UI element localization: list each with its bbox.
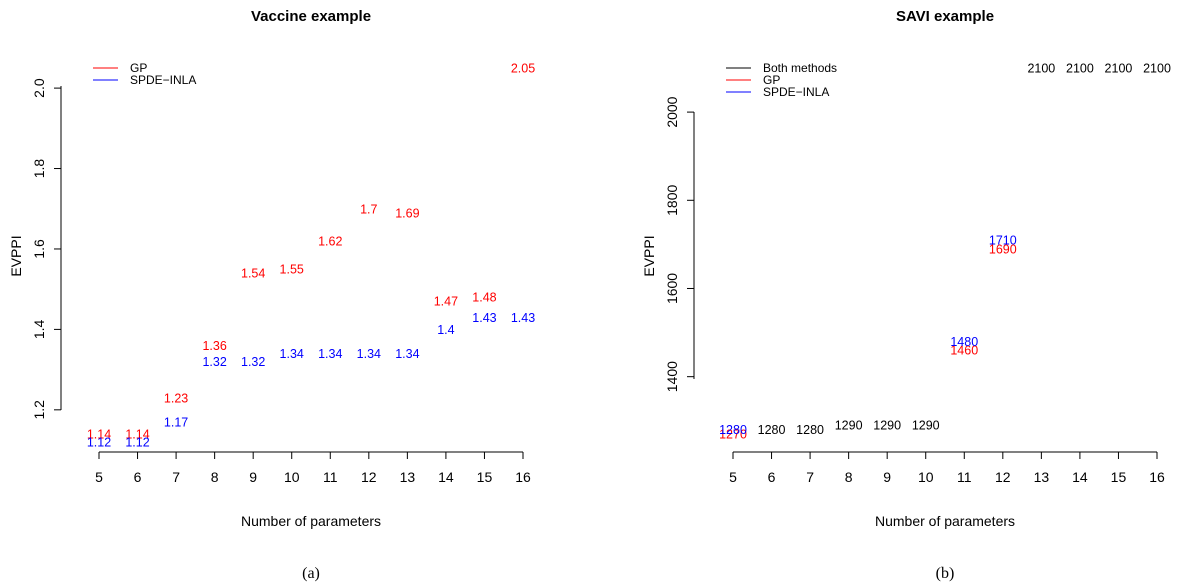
x-tick-label: 12 [361,469,377,485]
x-tick-label: 9 [883,469,891,485]
data-label: 1460 [950,344,978,358]
x-tick-label: 6 [768,469,776,485]
x-tick-label: 9 [249,469,257,485]
y-tick-label: 1600 [664,273,680,304]
data-label: 1.36 [202,339,226,353]
y-tick-label: 1400 [664,361,680,392]
x-tick-label: 13 [1034,469,1050,485]
y-tick-label: 1.8 [31,159,47,179]
data-label: 2100 [1027,62,1055,76]
legend-label: Both methods [763,61,837,75]
data-label: 1.12 [87,436,111,450]
data-label: 1290 [873,419,901,433]
x-tick-label: 5 [95,469,103,485]
y-axis-label: EVPPI [641,235,657,276]
legend-label: GP [763,73,780,87]
x-tick-label: 16 [1149,469,1165,485]
data-label: 1270 [719,428,747,442]
data-label: 1.14 [125,427,149,441]
x-tick-label: 10 [918,469,934,485]
caption: (a) [302,565,320,582]
x-tick-label: 6 [134,469,142,485]
vaccine-chart: Vaccine example Number of parameters EVP… [8,8,535,582]
legend-label: SPDE−INLA [130,73,196,87]
x-axis-label: Number of parameters [241,513,381,529]
data-label: 1280 [796,423,824,437]
data-label: 1.55 [280,263,304,277]
data-label: 1.23 [164,391,188,405]
y-ticks: 1400 1600 1800 2000 [664,96,694,392]
x-tick-label: 15 [1111,469,1127,485]
y-axis-label: EVPPI [8,235,24,276]
data-label: 1.14 [87,427,111,441]
x-tick-label: 12 [995,469,1011,485]
y-tick-label: 1.2 [31,400,47,420]
data-label: 1.32 [241,355,265,369]
x-tick-label: 11 [323,469,338,485]
x-tick-label: 11 [957,469,972,485]
y-tick-label: 1.6 [31,239,47,259]
x-tick-label: 15 [477,469,493,485]
y-ticks: 1.2 1.4 1.6 1.8 2.0 [31,78,61,420]
data-label: 1.34 [318,347,342,361]
x-ticks: 5 6 7 8 9 10 11 12 13 14 15 16 [729,452,1165,485]
y-tick-label: 2000 [664,96,680,127]
x-ticks: 5 6 7 8 9 10 11 12 13 14 15 16 [95,452,531,485]
data-label: 1.12 [125,436,149,450]
data-label: 1.43 [472,311,496,325]
data-label: 2.05 [511,62,535,76]
chart-title: SAVI example [896,8,994,25]
data-labels: 1.14 1.14 1.23 1.36 1.54 1.55 1.62 1.7 1.69 1.47 1… [87,62,535,450]
data-label: 1.4 [437,323,454,337]
data-label: 1.34 [280,347,304,361]
data-label: 1.54 [241,267,265,281]
data-label: 1.43 [511,311,535,325]
data-label: 1.7 [360,202,377,216]
data-label: 1280 [758,423,786,437]
data-label: 1710 [989,233,1017,247]
data-label: 1280 [719,423,747,437]
x-tick-label: 8 [845,469,853,485]
legend-label: GP [130,61,147,75]
data-label: 1690 [989,242,1017,256]
savi-chart: SAVI example Number of parameters EVPPI … [641,8,1171,582]
data-label: 1.34 [357,347,381,361]
data-label: 1290 [912,419,940,433]
x-tick-label: 7 [172,469,180,485]
y-tick-label: 1800 [664,185,680,216]
x-tick-label: 16 [515,469,531,485]
legend-label: SPDE−INLA [763,85,829,99]
chart-title: Vaccine example [251,8,371,25]
data-label: 1.48 [472,291,496,305]
caption: (b) [936,565,955,582]
x-axis-label: Number of parameters [875,513,1015,529]
data-labels: 1280 1280 1290 1290 1290 2100 2100 2100 2100 1270… [719,62,1171,442]
data-label: 1.32 [202,355,226,369]
x-tick-label: 8 [211,469,219,485]
x-tick-label: 10 [284,469,300,485]
data-label: 1.34 [395,347,419,361]
data-label: 1480 [950,335,978,349]
y-tick-label: 2.0 [31,78,47,98]
data-label: 2100 [1105,62,1133,76]
data-label: 1.69 [395,206,419,220]
data-label: 2100 [1066,62,1094,76]
y-tick-label: 1.4 [31,319,47,339]
data-label: 1.17 [164,415,188,429]
data-label: 1.47 [434,295,458,309]
data-label: 1.62 [318,234,342,248]
data-label: 1290 [835,419,863,433]
x-tick-label: 13 [400,469,416,485]
x-tick-label: 14 [438,469,454,485]
data-label: 2100 [1143,62,1171,76]
x-tick-label: 14 [1072,469,1088,485]
x-tick-label: 5 [729,469,737,485]
x-tick-label: 7 [806,469,814,485]
